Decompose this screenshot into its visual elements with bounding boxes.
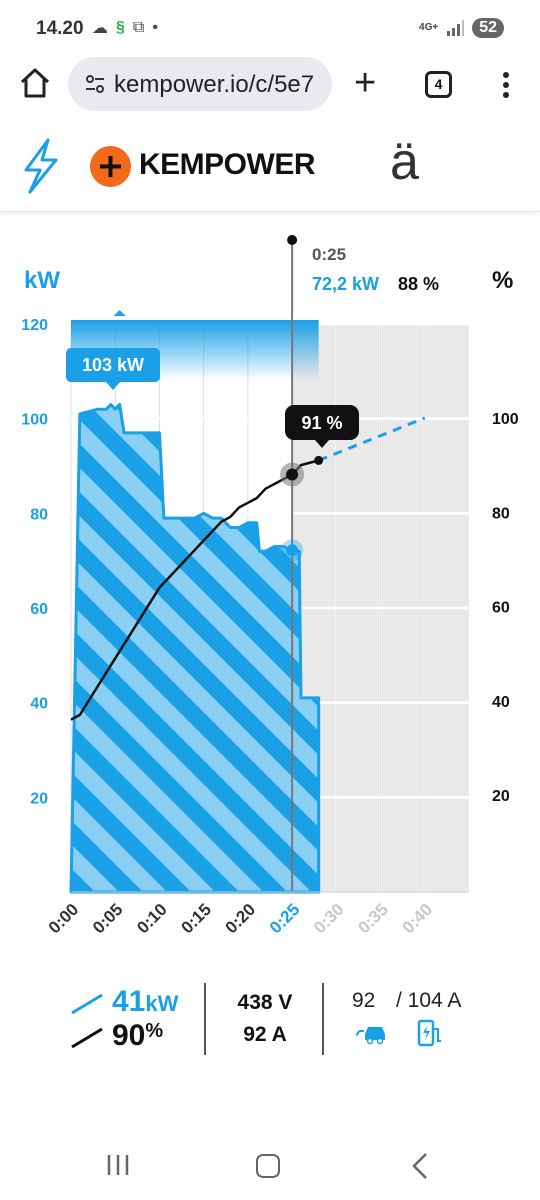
- soc-line: [70, 459, 319, 721]
- current-actual: 92: [352, 989, 376, 1012]
- y-left-tick-label: 100: [21, 412, 48, 429]
- soc-badge-pointer: [315, 440, 329, 448]
- home-icon[interactable]: [18, 66, 52, 100]
- signal-icon: [447, 20, 465, 36]
- y-left-tick-label: 60: [30, 601, 48, 618]
- x-tick-label: 0:10: [133, 900, 170, 937]
- site-header: KEMPOWER ä: [0, 124, 540, 212]
- status-time: 14.20: [36, 18, 84, 39]
- soc-readout: 90%: [112, 1019, 163, 1053]
- y-left-tick-label: 120: [21, 317, 48, 334]
- screenshot-icon: ⧉: [132, 19, 145, 36]
- tooltip-time: 0:25: [312, 245, 346, 264]
- network-type: 4G+: [419, 22, 439, 33]
- y-left-tick-label: 20: [30, 790, 48, 807]
- x-tick-label: 0:25: [266, 900, 303, 937]
- soc-end-point: [314, 455, 324, 465]
- kempower-plus-logo-icon: [90, 146, 131, 187]
- tooltip-soc: 88 %: [398, 274, 439, 294]
- voltage-readout: 438 V: [237, 991, 293, 1014]
- x-tick-label: 0:15: [177, 900, 214, 937]
- bolt-icon[interactable]: [20, 138, 60, 194]
- back-icon[interactable]: [410, 1152, 430, 1180]
- url-text: kempower.io/c/5e7: [114, 71, 315, 98]
- peak-label: 103 kW: [82, 355, 144, 375]
- current-max: / 104 A: [396, 989, 462, 1012]
- soc-badge: 91 %: [301, 413, 342, 433]
- soc-value: 90: [112, 1019, 146, 1052]
- y-right-tick-label: 80: [492, 505, 510, 522]
- charging-chart[interactable]: kW 20 40 60 80 100 120% 20 40 60 80 100 0:00 0:05 0:10…: [0, 220, 540, 960]
- divider: [322, 983, 324, 1055]
- new-tab-icon[interactable]: +: [354, 62, 377, 104]
- divider: [204, 983, 206, 1055]
- battery-level: 52: [472, 18, 504, 38]
- charging-readouts: 41kW 90% 438 V 92 A 92 / 104 A: [0, 975, 540, 1065]
- y-right-tick-label: 20: [492, 788, 510, 805]
- car-icon: [355, 1027, 385, 1045]
- home-icon[interactable]: [256, 1154, 280, 1178]
- y-right-unit: %: [492, 267, 513, 294]
- y-left-tick-label: 40: [30, 696, 48, 713]
- soc-forecast-line: [318, 416, 426, 462]
- cursor-kw-point: [286, 544, 299, 557]
- status-bar: 14.20 ☁ § ⧉ • 4G+ 52: [0, 0, 540, 56]
- x-tick-label: 0:30: [310, 900, 347, 937]
- soc-legend-line: [71, 1027, 103, 1049]
- peak-label-box: [66, 348, 160, 382]
- more-menu-icon[interactable]: [494, 70, 518, 100]
- system-nav-bar: [0, 1130, 540, 1200]
- y-left-unit: kW: [24, 267, 60, 294]
- x-tick-label: 0:40: [399, 900, 436, 937]
- y-right-tick-label: 100: [492, 411, 519, 428]
- address-bar[interactable]: kempower.io/c/5e7: [68, 57, 332, 111]
- cursor-soc-point: [286, 468, 299, 481]
- brand-name: KEMPOWER: [139, 148, 316, 181]
- status-notifications: ☁ § ⧉ •: [92, 18, 158, 38]
- tooltip-power: 72,2 kW: [312, 274, 379, 294]
- dot-icon: •: [152, 19, 158, 36]
- band-marker: [113, 310, 126, 316]
- tabs-icon[interactable]: 4: [425, 71, 452, 98]
- power-legend-line: [71, 993, 103, 1015]
- x-tick-label: 0:00: [45, 900, 82, 937]
- chart-svg[interactable]: kW 20 40 60 80 100 120% 20 40 60 80 100 0:00 0:05 0:10…: [0, 220, 540, 960]
- power-value: 41: [112, 985, 146, 1018]
- cloud-icon: ☁: [92, 20, 108, 37]
- charger-icon: [417, 1019, 441, 1047]
- y-left-tick-label: 80: [30, 506, 48, 523]
- soc-unit: %: [145, 1020, 164, 1042]
- x-tick-label: 0:20: [222, 900, 259, 937]
- language-selector[interactable]: ä: [390, 133, 419, 191]
- y-right-tick-label: 60: [492, 600, 510, 617]
- browser-toolbar: kempower.io/c/5e7 + 4: [0, 56, 540, 116]
- s-app-icon: §: [116, 19, 125, 36]
- current-readout: 92 A: [243, 1023, 287, 1046]
- soc-badge-box: [285, 405, 359, 440]
- power-unit: kW: [145, 991, 179, 1016]
- site-settings-icon[interactable]: [84, 73, 106, 95]
- y-right-tick-label: 40: [492, 694, 510, 711]
- cursor-top-point: [287, 235, 298, 245]
- x-tick-label: 0:05: [89, 900, 126, 937]
- recent-apps-icon[interactable]: [106, 1154, 130, 1176]
- peak-label-pointer: [106, 382, 120, 390]
- x-tick-label: 0:35: [354, 900, 391, 937]
- power-readout: 41kW: [112, 985, 178, 1019]
